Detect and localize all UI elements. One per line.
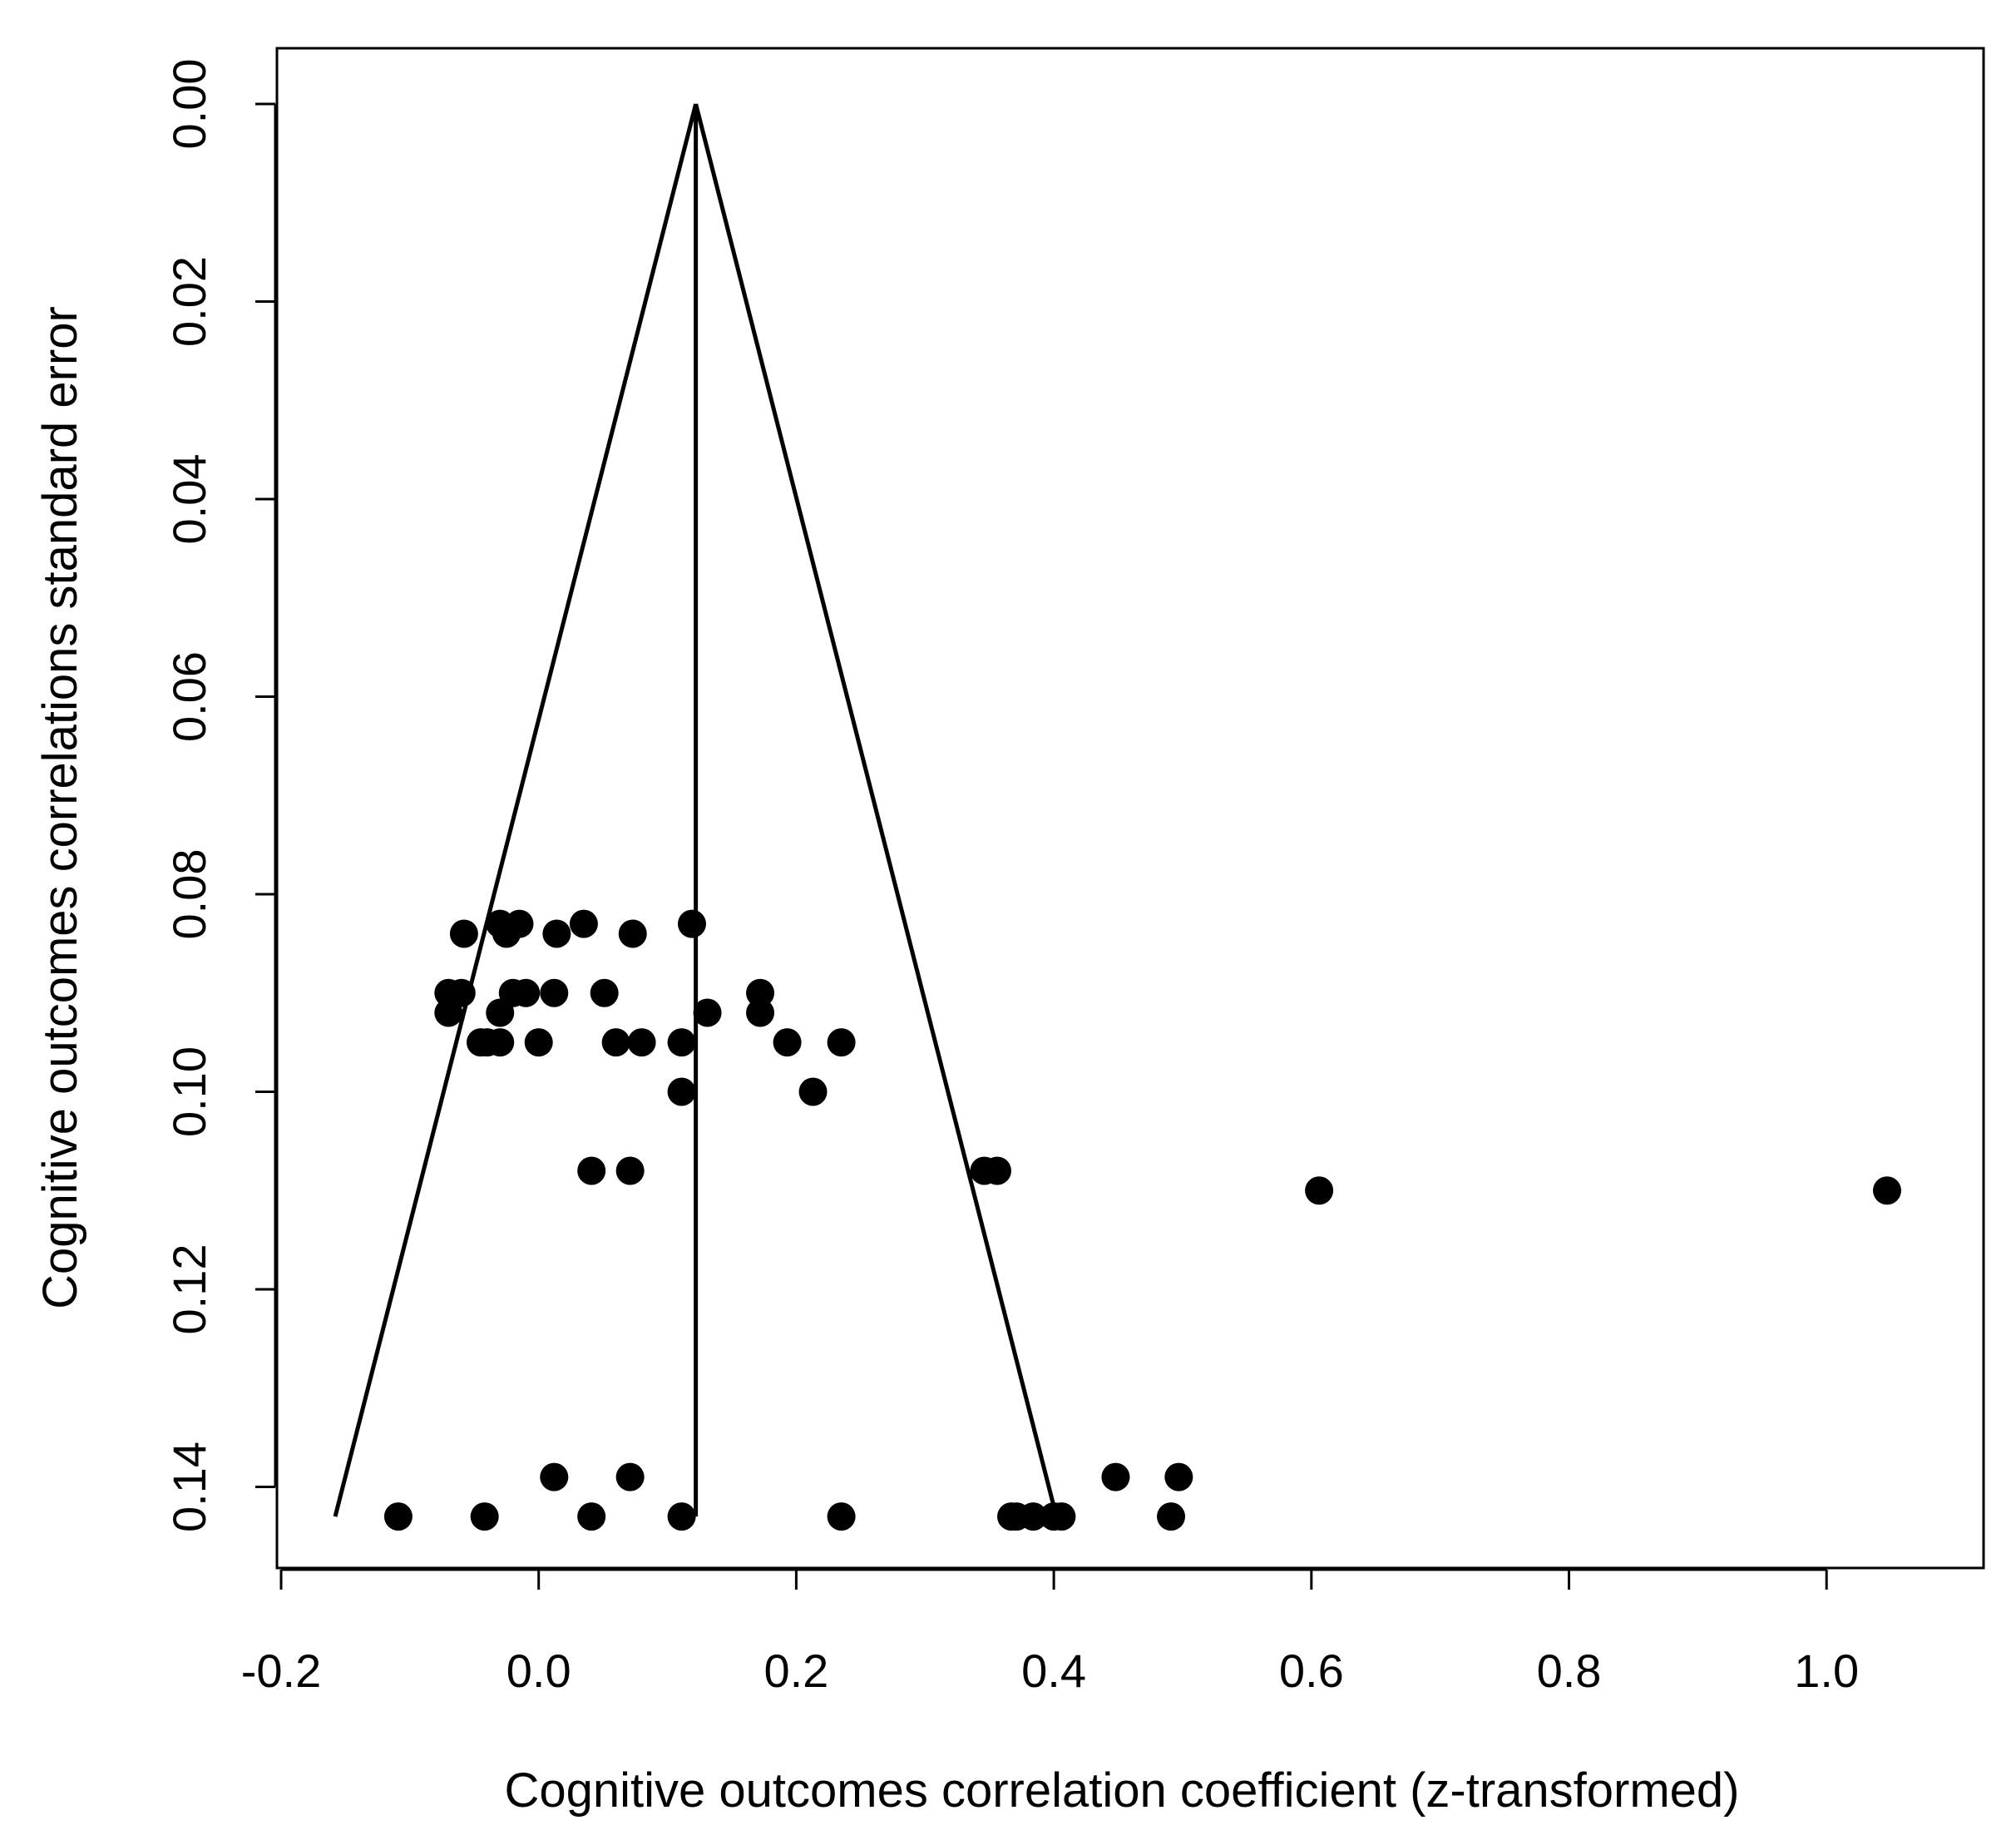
data-point <box>577 1502 606 1531</box>
y-tick-label: 0.04 <box>163 454 215 545</box>
y-tick-label: 0.10 <box>163 1046 215 1137</box>
data-point <box>798 1077 828 1106</box>
data-point <box>1872 1176 1901 1205</box>
y-axis-title: Cognitive outcomes correlations standard… <box>33 306 87 1309</box>
data-point <box>1164 1462 1193 1491</box>
x-axis-title: Cognitive outcomes correlation coefficie… <box>504 1763 1739 1818</box>
x-tick-label: 0.8 <box>1537 1645 1602 1697</box>
data-point <box>569 909 598 938</box>
data-point <box>542 919 571 948</box>
data-point <box>540 978 569 1007</box>
data-point <box>383 1502 413 1531</box>
x-tick-label: -0.2 <box>241 1645 322 1697</box>
y-tick-label: 0.02 <box>163 256 215 347</box>
funnel-right-line <box>694 103 1059 1517</box>
data-point <box>677 909 706 938</box>
data-point <box>449 919 478 948</box>
data-point <box>827 1028 856 1057</box>
data-point <box>524 1028 553 1057</box>
y-tick-label: 0.08 <box>163 849 215 940</box>
data-point <box>486 1028 515 1057</box>
data-point <box>470 1502 499 1531</box>
data-point <box>1047 1502 1076 1531</box>
x-tick-label: 0.4 <box>1021 1645 1086 1697</box>
data-point <box>746 998 775 1027</box>
data-point <box>511 978 541 1007</box>
x-tick-label: 1.0 <box>1794 1645 1859 1697</box>
data-point <box>667 1028 696 1057</box>
y-tick-label: 0.00 <box>163 59 215 150</box>
x-tick-label: 0.6 <box>1279 1645 1344 1697</box>
data-point <box>615 1462 645 1491</box>
x-tick-label: 0.0 <box>506 1645 571 1697</box>
data-point <box>1101 1462 1130 1491</box>
y-tick-label: 0.12 <box>163 1244 215 1335</box>
data-point <box>773 1028 802 1057</box>
data-point <box>746 978 775 1007</box>
data-point <box>1157 1502 1186 1531</box>
data-point <box>601 1028 630 1057</box>
x-axis: -0.2 0.0 0.2 0.4 0.6 0.8 1.0 <box>241 1568 1859 1697</box>
data-point <box>540 1462 569 1491</box>
data-point <box>505 909 534 938</box>
data-point <box>667 1077 696 1106</box>
y-tick-label: 0.06 <box>163 651 215 742</box>
data-point <box>667 1502 696 1531</box>
x-tick-label: 0.2 <box>763 1645 828 1697</box>
data-point <box>615 1156 645 1185</box>
data-points <box>383 909 1901 1531</box>
funnel-left-line <box>333 103 699 1517</box>
y-axis: 0.00 0.02 0.04 0.06 0.08 0.10 0.12 0.14 <box>163 59 277 1532</box>
funnel-lines <box>333 103 1059 1517</box>
data-point <box>577 1156 606 1185</box>
plot-frame <box>275 47 1985 1570</box>
data-point <box>590 978 619 1007</box>
data-point <box>618 919 647 948</box>
data-point <box>486 909 515 938</box>
data-point <box>827 1502 856 1531</box>
y-tick-label: 0.14 <box>163 1442 215 1532</box>
data-point <box>1019 1502 1048 1531</box>
data-point <box>627 1028 656 1057</box>
data-point <box>693 998 722 1027</box>
data-point <box>447 978 476 1007</box>
data-point <box>1305 1176 1334 1205</box>
data-point <box>982 1156 1011 1185</box>
